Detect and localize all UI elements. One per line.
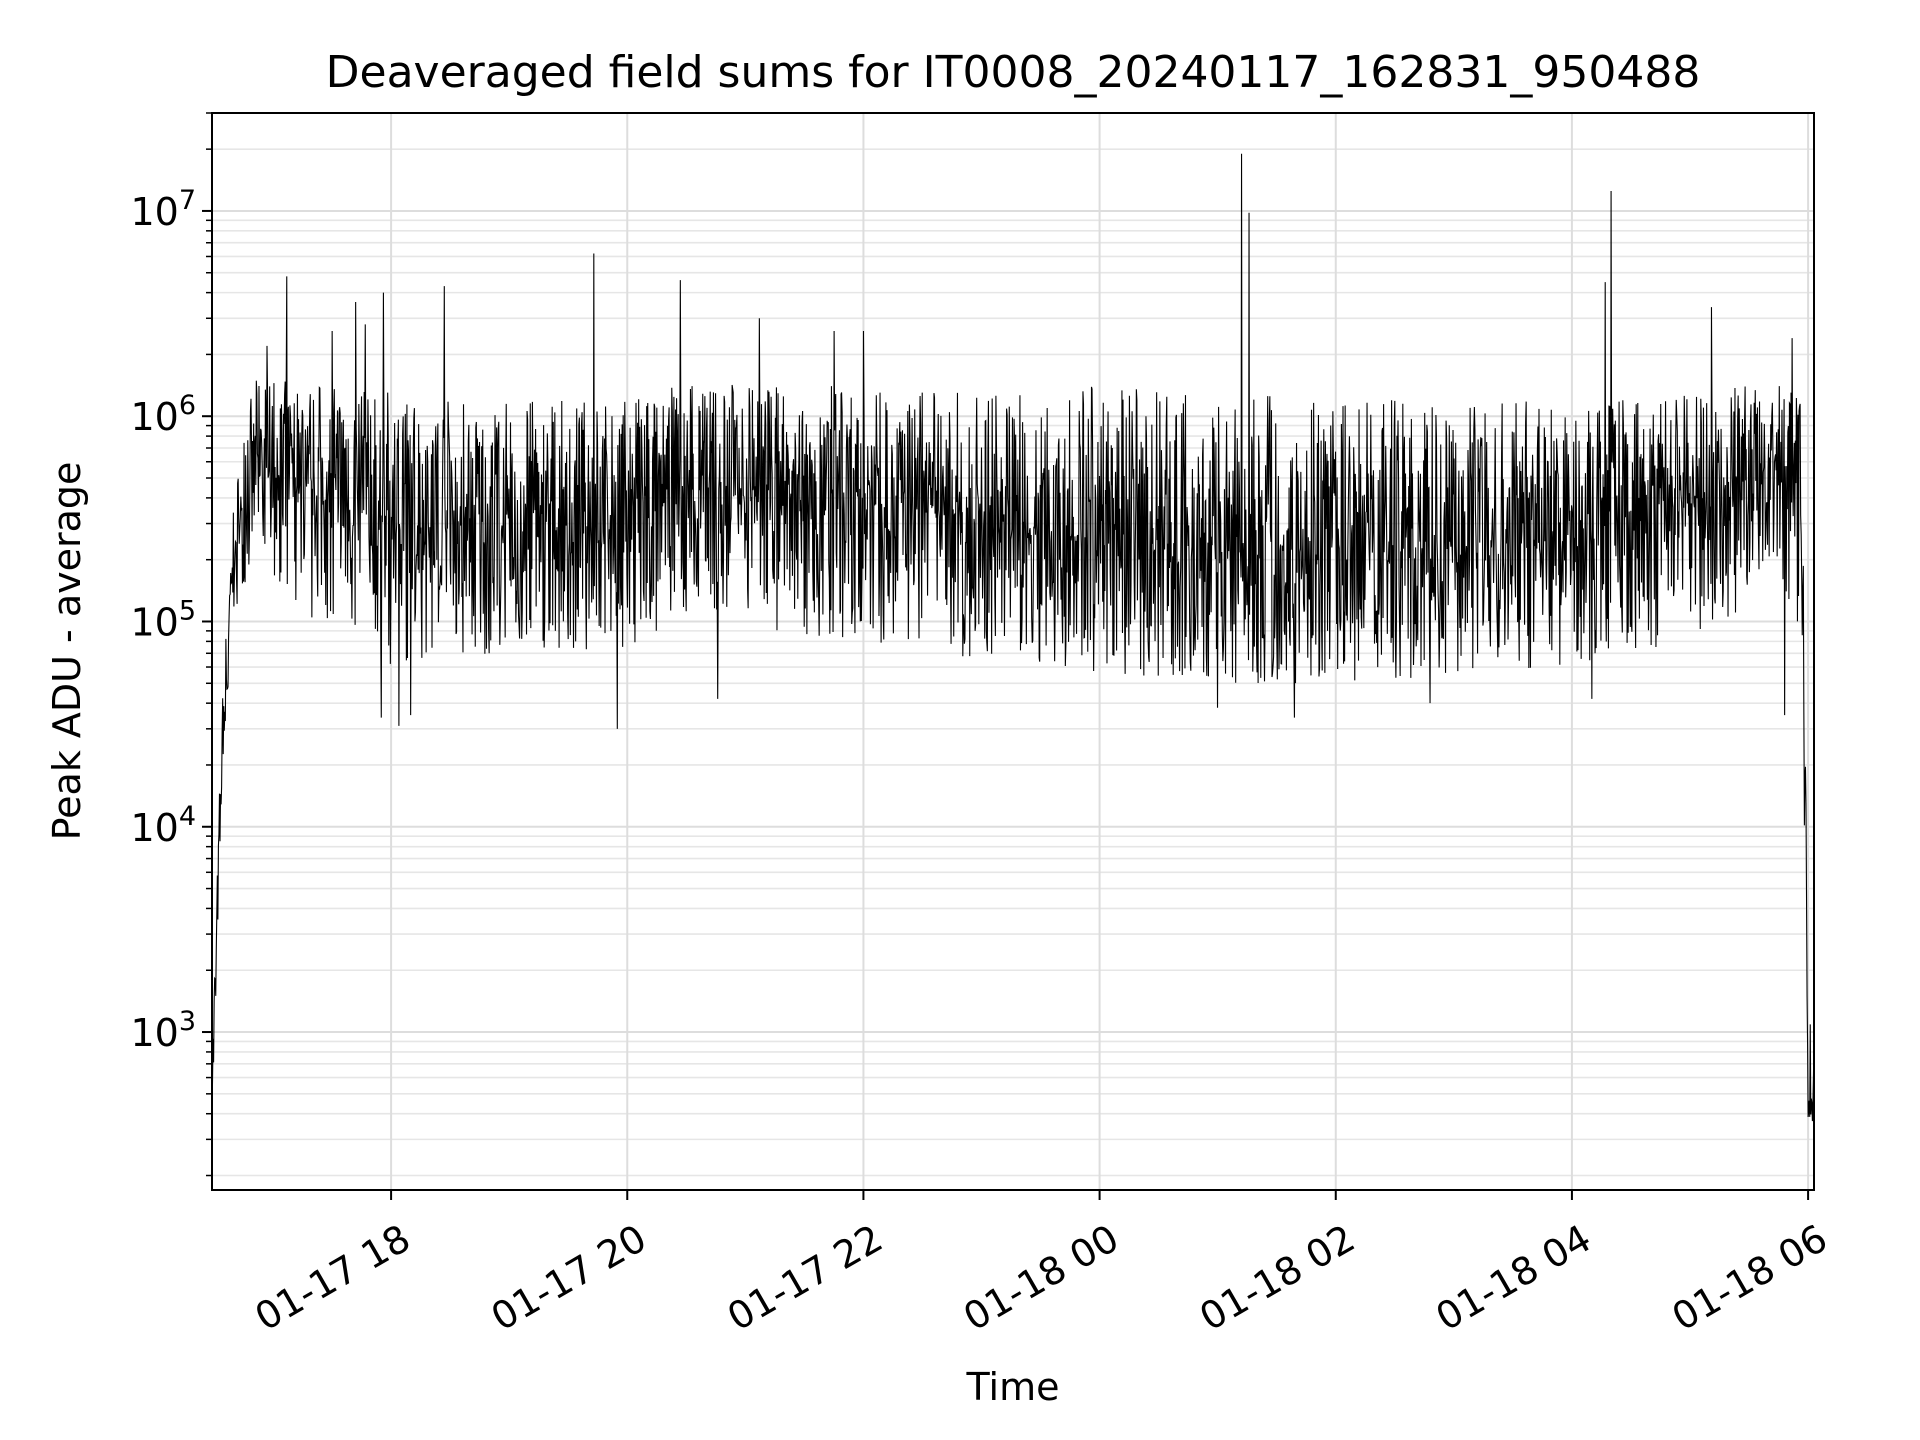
x-axis-label: Time bbox=[966, 1365, 1060, 1409]
y-tick-label-exponent: 4 bbox=[179, 801, 196, 832]
y-tick-label: 107 bbox=[130, 185, 196, 234]
chart-title: Deaveraged field sums for IT0008_2024011… bbox=[326, 47, 1701, 98]
series-line bbox=[211, 153, 1815, 1122]
y-tick-label-exponent: 5 bbox=[179, 595, 196, 626]
y-tick-label-exponent: 6 bbox=[179, 390, 196, 421]
y-tick-label-base: 10 bbox=[130, 1011, 178, 1055]
y-axis-label: Peak ADU - average bbox=[45, 462, 89, 841]
y-tick-label: 104 bbox=[130, 801, 196, 850]
series-line-group bbox=[211, 153, 1815, 1122]
y-tick-label-exponent: 7 bbox=[179, 185, 196, 216]
y-tick-label-base: 10 bbox=[130, 190, 178, 234]
y-tick-label-base: 10 bbox=[130, 600, 178, 644]
plot-frame bbox=[211, 112, 1815, 1191]
y-tick-label: 106 bbox=[130, 390, 196, 439]
y-tick-label-base: 10 bbox=[130, 806, 178, 850]
y-tick-label: 105 bbox=[130, 595, 196, 644]
y-tick-label-base: 10 bbox=[130, 395, 178, 439]
y-tick-label-exponent: 3 bbox=[179, 1006, 196, 1037]
y-tick-label: 103 bbox=[130, 1006, 196, 1055]
